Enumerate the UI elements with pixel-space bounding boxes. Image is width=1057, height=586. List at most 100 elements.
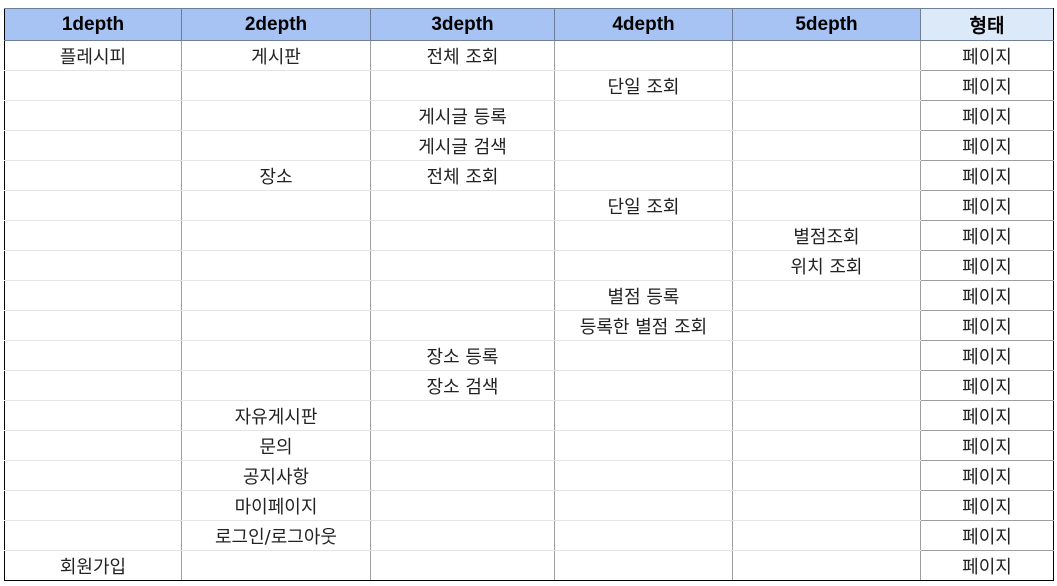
cell-4depth[interactable] bbox=[554, 550, 733, 581]
cell-2depth[interactable] bbox=[181, 310, 371, 341]
cell-5depth[interactable] bbox=[732, 400, 921, 431]
cell-3depth[interactable] bbox=[370, 190, 555, 221]
cell-5depth[interactable] bbox=[732, 160, 921, 191]
cell-5depth[interactable] bbox=[732, 460, 921, 491]
cell-5depth[interactable] bbox=[732, 40, 921, 71]
cell-1depth[interactable] bbox=[4, 280, 182, 311]
cell-3depth[interactable] bbox=[370, 490, 555, 521]
cell-1depth[interactable] bbox=[4, 310, 182, 341]
cell-3depth[interactable] bbox=[370, 280, 555, 311]
cell-5depth[interactable] bbox=[732, 310, 921, 341]
cell-1depth[interactable] bbox=[4, 190, 182, 221]
cell-4depth[interactable] bbox=[554, 160, 733, 191]
cell-3depth[interactable] bbox=[370, 550, 555, 581]
cell-3depth[interactable]: 장소 검색 bbox=[370, 370, 555, 401]
cell-5depth[interactable] bbox=[732, 190, 921, 221]
cell-3depth[interactable] bbox=[370, 250, 555, 281]
cell-4depth[interactable]: 단일 조회 bbox=[554, 190, 733, 221]
cell-3depth[interactable] bbox=[370, 430, 555, 461]
cell-3depth[interactable] bbox=[370, 70, 555, 101]
cell-5depth[interactable] bbox=[732, 550, 921, 581]
cell-1depth[interactable]: 회원가입 bbox=[4, 550, 182, 581]
cell-2depth[interactable] bbox=[181, 250, 371, 281]
cell-1depth[interactable] bbox=[4, 100, 182, 131]
cell-2depth[interactable]: 마이페이지 bbox=[181, 490, 371, 521]
cell-4depth[interactable] bbox=[554, 460, 733, 491]
cell-shape[interactable]: 페이지 bbox=[920, 460, 1054, 491]
cell-4depth[interactable] bbox=[554, 520, 733, 551]
cell-1depth[interactable] bbox=[4, 430, 182, 461]
cell-2depth[interactable] bbox=[181, 100, 371, 131]
cell-2depth[interactable] bbox=[181, 70, 371, 101]
cell-4depth[interactable] bbox=[554, 370, 733, 401]
cell-shape[interactable]: 페이지 bbox=[920, 370, 1054, 401]
cell-4depth[interactable]: 단일 조회 bbox=[554, 70, 733, 101]
cell-3depth[interactable] bbox=[370, 220, 555, 251]
cell-3depth[interactable] bbox=[370, 460, 555, 491]
cell-shape[interactable]: 페이지 bbox=[920, 190, 1054, 221]
cell-2depth[interactable]: 자유게시판 bbox=[181, 400, 371, 431]
cell-3depth[interactable] bbox=[370, 520, 555, 551]
cell-2depth[interactable] bbox=[181, 130, 371, 161]
cell-1depth[interactable] bbox=[4, 520, 182, 551]
cell-2depth[interactable]: 로그인/로그아웃 bbox=[181, 520, 371, 551]
cell-shape[interactable]: 페이지 bbox=[920, 430, 1054, 461]
cell-1depth[interactable] bbox=[4, 370, 182, 401]
cell-4depth[interactable] bbox=[554, 40, 733, 71]
cell-shape[interactable]: 페이지 bbox=[920, 160, 1054, 191]
cell-4depth[interactable] bbox=[554, 220, 733, 251]
cell-5depth[interactable] bbox=[732, 100, 921, 131]
cell-3depth[interactable]: 게시글 등록 bbox=[370, 100, 555, 131]
cell-shape[interactable]: 페이지 bbox=[920, 220, 1054, 251]
cell-5depth[interactable] bbox=[732, 490, 921, 521]
cell-2depth[interactable] bbox=[181, 280, 371, 311]
cell-shape[interactable]: 페이지 bbox=[920, 550, 1054, 581]
cell-4depth[interactable] bbox=[554, 130, 733, 161]
cell-1depth[interactable]: 플레시피 bbox=[4, 40, 182, 71]
cell-4depth[interactable] bbox=[554, 490, 733, 521]
cell-2depth[interactable]: 장소 bbox=[181, 160, 371, 191]
cell-2depth[interactable] bbox=[181, 550, 371, 581]
cell-4depth[interactable]: 별점 등록 bbox=[554, 280, 733, 311]
cell-shape[interactable]: 페이지 bbox=[920, 100, 1054, 131]
cell-4depth[interactable] bbox=[554, 250, 733, 281]
cell-2depth[interactable] bbox=[181, 340, 371, 371]
cell-shape[interactable]: 페이지 bbox=[920, 70, 1054, 101]
cell-shape[interactable]: 페이지 bbox=[920, 520, 1054, 551]
cell-shape[interactable]: 페이지 bbox=[920, 130, 1054, 161]
cell-2depth[interactable] bbox=[181, 220, 371, 251]
cell-4depth[interactable]: 등록한 별점 조회 bbox=[554, 310, 733, 341]
cell-4depth[interactable] bbox=[554, 430, 733, 461]
cell-shape[interactable]: 페이지 bbox=[920, 40, 1054, 71]
cell-1depth[interactable] bbox=[4, 130, 182, 161]
cell-1depth[interactable] bbox=[4, 400, 182, 431]
cell-2depth[interactable]: 공지사항 bbox=[181, 460, 371, 491]
cell-3depth[interactable]: 게시글 검색 bbox=[370, 130, 555, 161]
cell-5depth[interactable] bbox=[732, 370, 921, 401]
cell-1depth[interactable] bbox=[4, 340, 182, 371]
cell-shape[interactable]: 페이지 bbox=[920, 250, 1054, 281]
cell-5depth[interactable] bbox=[732, 520, 921, 551]
cell-shape[interactable]: 페이지 bbox=[920, 280, 1054, 311]
cell-4depth[interactable] bbox=[554, 340, 733, 371]
cell-5depth[interactable] bbox=[732, 130, 921, 161]
cell-5depth[interactable]: 별점조회 bbox=[732, 220, 921, 251]
cell-2depth[interactable]: 문의 bbox=[181, 430, 371, 461]
cell-3depth[interactable]: 장소 등록 bbox=[370, 340, 555, 371]
cell-1depth[interactable] bbox=[4, 160, 182, 191]
cell-5depth[interactable] bbox=[732, 340, 921, 371]
cell-5depth[interactable] bbox=[732, 70, 921, 101]
cell-shape[interactable]: 페이지 bbox=[920, 340, 1054, 371]
cell-4depth[interactable] bbox=[554, 400, 733, 431]
cell-3depth[interactable]: 전체 조회 bbox=[370, 160, 555, 191]
cell-1depth[interactable] bbox=[4, 460, 182, 491]
cell-2depth[interactable] bbox=[181, 190, 371, 221]
cell-1depth[interactable] bbox=[4, 490, 182, 521]
cell-shape[interactable]: 페이지 bbox=[920, 310, 1054, 341]
cell-5depth[interactable]: 위치 조회 bbox=[732, 250, 921, 281]
cell-3depth[interactable] bbox=[370, 310, 555, 341]
cell-1depth[interactable] bbox=[4, 70, 182, 101]
cell-2depth[interactable]: 게시판 bbox=[181, 40, 371, 71]
cell-3depth[interactable] bbox=[370, 400, 555, 431]
cell-5depth[interactable] bbox=[732, 430, 921, 461]
